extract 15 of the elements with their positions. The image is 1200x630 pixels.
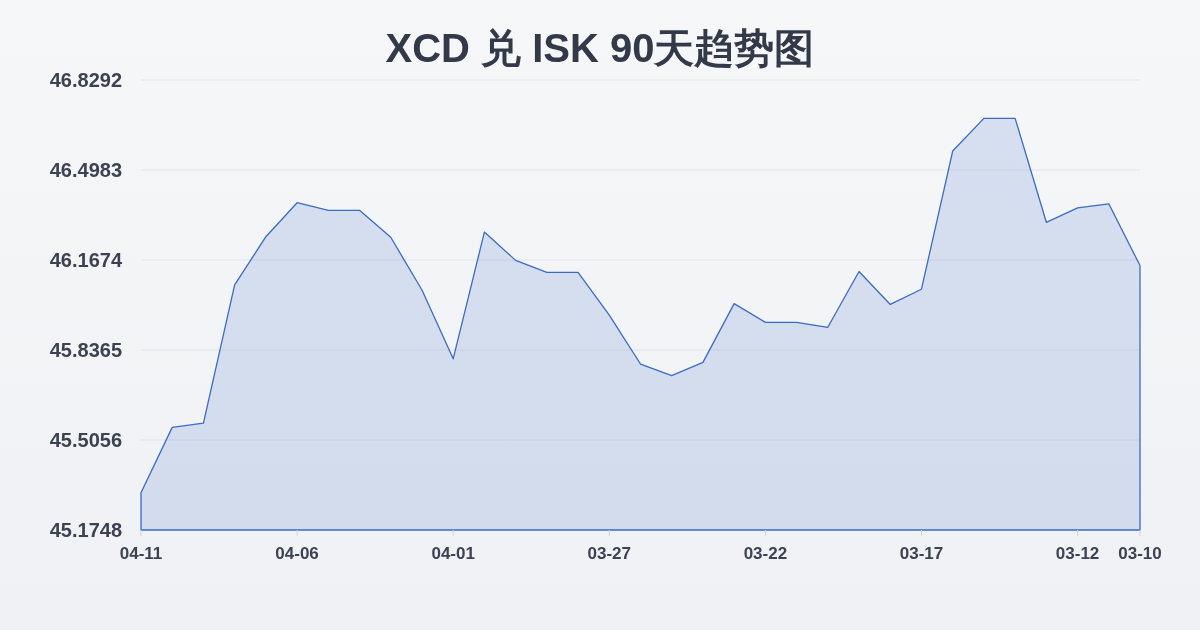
x-tick-label: 03-12: [1055, 544, 1100, 563]
x-tick-label: 03-17: [899, 544, 944, 563]
y-tick-label: 45.5056: [49, 429, 122, 452]
x-tick-label: 04-11: [119, 544, 163, 563]
x-tick-label: 03-27: [587, 544, 632, 563]
x-tick-label: 04-06: [275, 544, 319, 563]
chart-title: XCD 兑 ISK 90天趋势图: [385, 26, 815, 70]
y-tick-label: 46.4983: [49, 159, 122, 182]
y-tick-label: 46.1674: [49, 249, 123, 272]
x-tick-label: 03-10: [1118, 544, 1162, 563]
y-tick-label: 46.8292: [49, 69, 122, 91]
y-tick-label: 45.8365: [49, 339, 122, 362]
y-tick-label: 45.1748: [49, 519, 122, 541]
x-tick-label: 04-01: [431, 544, 475, 563]
x-tick-label: 03-22: [743, 544, 788, 563]
